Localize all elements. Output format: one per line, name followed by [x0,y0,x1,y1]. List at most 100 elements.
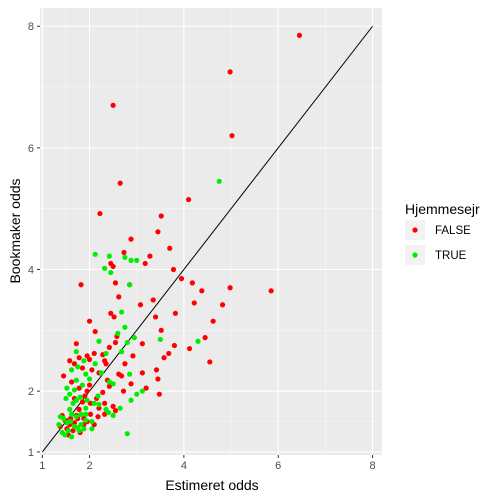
x-tick-label: 2 [86,460,92,472]
data-point-false [116,294,122,300]
data-point-false [121,249,127,256]
data-point-true [106,253,112,259]
data-point-false [210,318,216,324]
data-point-true [103,350,109,357]
data-point-true [77,394,83,400]
data-point-false [86,356,93,363]
y-tick-label: 8 [28,21,34,33]
data-point-false [87,400,94,406]
data-point-false [153,367,160,373]
data-point-true [134,391,140,397]
data-point-false [100,389,106,395]
data-point-false [155,376,161,382]
y-tick-label: 4 [28,265,34,277]
data-point-false [71,361,78,367]
legend-swatch-false [412,227,418,233]
data-point-false [122,361,128,367]
y-axis-title: Bookmaker odds [7,178,23,283]
data-point-false [76,406,82,412]
data-point-true [128,257,134,263]
data-point-false [142,260,148,267]
data-point-true [157,336,163,343]
data-point-false [120,388,127,394]
data-point-false [67,358,73,364]
data-point-false [202,335,208,341]
data-point-true [83,411,89,417]
data-point-false [158,327,164,333]
data-point-true [92,251,98,257]
data-point-true [89,418,95,425]
data-point-false [189,280,195,286]
data-point-true [59,429,65,436]
data-point-true [69,411,75,417]
data-point-false [78,282,84,288]
data-point-false [178,276,185,282]
data-point-false [79,399,86,405]
x-tick-label: 8 [370,460,376,472]
data-point-true [108,269,114,276]
data-point-false [87,411,94,417]
legend-label-false: FALSE [435,225,471,237]
plot-background [40,8,382,455]
data-point-false [207,359,213,365]
legend: Hjemmesejr FALSE TRUE [405,201,480,265]
y-axis-ticks: 1 2 4 6 8 [28,21,40,459]
data-point-false [110,263,116,270]
data-point-false [119,373,125,379]
legend-title: Hjemmesejr [405,201,480,217]
data-point-true [124,431,130,437]
data-point-true [64,385,70,391]
data-point-true [95,393,101,399]
data-point-true [73,397,79,403]
data-point-true [127,282,133,288]
data-point-false [139,341,145,347]
data-point-true [86,376,93,382]
x-axis-title: Estimeret odds [165,477,258,493]
data-point-false [76,385,82,391]
data-point-false [155,229,161,235]
data-point-false [79,365,86,371]
data-point-false [108,310,114,316]
data-point-false [219,302,226,308]
data-point-false [199,288,205,294]
data-point-false [84,388,90,394]
data-point-true [69,434,75,440]
data-point-true [127,371,133,377]
data-point-true [122,254,128,260]
data-point-true [75,364,81,370]
data-point-false [70,428,76,434]
data-point-true [195,338,201,344]
data-point-false [96,405,102,411]
data-point-true [122,324,128,330]
data-point-false [91,350,97,357]
data-point-true [81,426,87,432]
data-point-false [86,318,93,324]
data-point-true [73,377,79,383]
data-point-true [92,361,98,367]
data-point-true [64,420,70,426]
data-point-false [112,408,119,414]
data-point-true [65,428,71,434]
data-point-true [128,397,134,403]
data-point-false [166,350,172,357]
data-point-true [84,397,90,403]
data-point-true [134,257,140,263]
data-point-true [139,388,145,394]
data-point-false [128,236,134,242]
data-point-false [111,314,117,320]
data-point-false [110,403,116,409]
identity-reference-line [41,25,373,453]
data-point-false [82,393,88,399]
data-point-true [78,421,84,428]
data-point-false [229,133,235,139]
data-point-true [67,406,73,412]
x-tick-label: 4 [181,460,187,472]
data-point-true [102,265,108,271]
data-point-false [69,379,75,385]
data-point-false [103,361,109,367]
data-point-false [296,32,303,38]
data-point-false [112,339,119,346]
data-point-true [131,335,137,341]
data-point-true [69,367,75,373]
data-point-true [73,349,79,355]
